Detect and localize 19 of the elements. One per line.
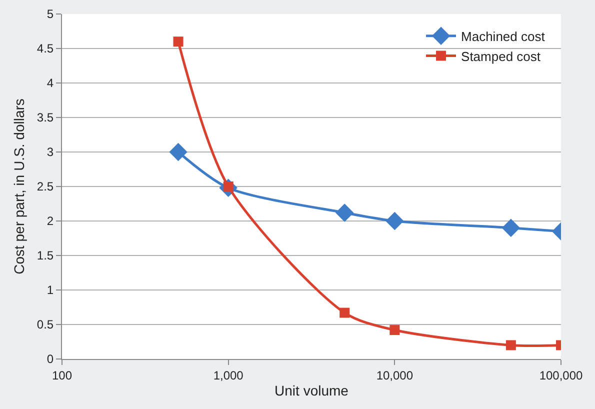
- y-tick-label: 4.5: [36, 42, 54, 56]
- x-axis-title: Unit volume: [274, 382, 349, 399]
- x-tick-label: 100: [52, 368, 72, 382]
- x-tick-label: 1,000: [213, 368, 244, 382]
- x-tick-label: 10,000: [376, 368, 414, 382]
- legend-label: Machined cost: [461, 28, 546, 44]
- y-tick-label: 0: [46, 352, 54, 366]
- y-tick-label: 3: [46, 145, 54, 160]
- y-tick-label: 1: [46, 283, 54, 298]
- legend-label: Stamped cost: [461, 48, 541, 64]
- y-tick-label: 5: [46, 7, 54, 22]
- y-axis-title: Cost per part, in U.S. dollars: [11, 98, 27, 274]
- x-tick-label: 100,000: [539, 368, 584, 382]
- y-tick-label: 1.5: [36, 248, 54, 263]
- y-tick-label: 2: [46, 214, 54, 228]
- y-tick-label: 0.5: [36, 318, 54, 332]
- y-tick-label: 2.5: [36, 180, 54, 194]
- y-tick-label: 4: [46, 76, 54, 90]
- y-tick-label: 3.5: [36, 110, 54, 125]
